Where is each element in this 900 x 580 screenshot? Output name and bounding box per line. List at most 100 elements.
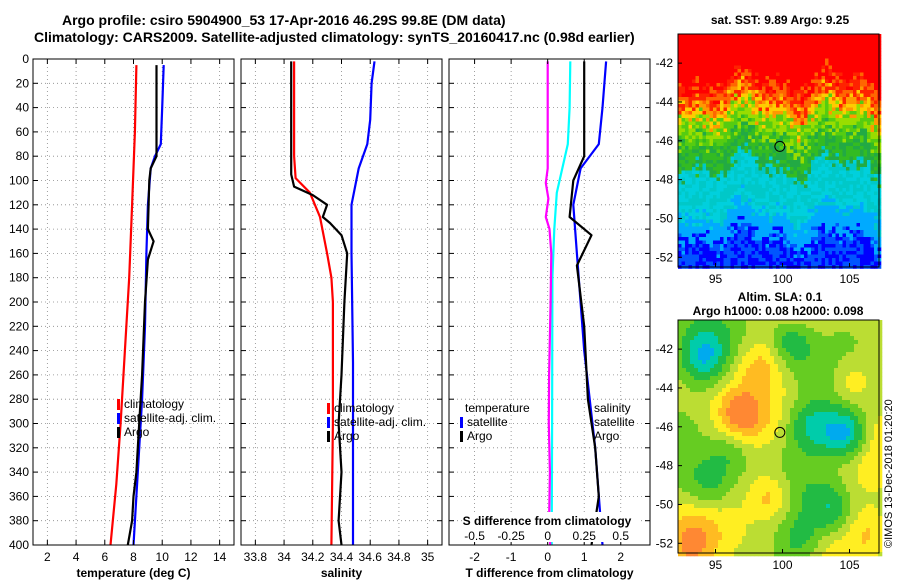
sla-cell xyxy=(786,372,791,377)
sst-cell xyxy=(758,76,763,80)
sst-cell xyxy=(832,58,836,63)
sst-cell xyxy=(779,41,784,45)
sst-cell xyxy=(713,132,717,136)
sla-cell xyxy=(794,336,799,341)
sst-cell xyxy=(821,212,826,217)
sla-cell xyxy=(710,324,715,329)
sst-cell xyxy=(846,205,850,210)
sst-cell xyxy=(839,58,843,63)
sla-cell xyxy=(866,356,871,361)
sst-cell xyxy=(863,65,868,70)
sst-cell xyxy=(692,188,696,192)
sst-cell xyxy=(751,79,756,84)
sst-cell xyxy=(860,142,864,147)
sst-cell xyxy=(688,209,693,213)
sst-cell xyxy=(811,132,815,136)
sst-cell xyxy=(793,188,798,192)
sst-cell xyxy=(776,163,780,168)
sst-cell xyxy=(797,125,801,129)
sst-cell xyxy=(716,184,721,189)
sst-cell xyxy=(842,160,847,164)
sst-cell xyxy=(713,125,717,129)
sst-cell xyxy=(727,128,731,133)
sst-cell xyxy=(867,240,871,245)
sst-cell xyxy=(786,72,791,77)
sst-cell xyxy=(748,121,752,126)
sst-cell xyxy=(713,251,717,255)
sla-cell xyxy=(762,340,767,345)
sst-cell xyxy=(678,58,682,63)
sst-cell xyxy=(821,65,826,70)
sla-cell xyxy=(850,368,855,373)
sst-cell xyxy=(702,156,707,161)
sst-cell xyxy=(748,258,752,262)
sst-cell xyxy=(713,191,717,196)
s-tick-label: 0.25 xyxy=(573,529,597,543)
sla-cell xyxy=(782,368,787,373)
sst-cell xyxy=(755,254,759,259)
sst-cell xyxy=(783,62,787,66)
sst-cell xyxy=(779,216,784,220)
sst-cell xyxy=(751,114,756,119)
sst-cell xyxy=(828,41,833,45)
sst-cell xyxy=(765,128,770,133)
sla-cell xyxy=(846,364,851,369)
map-lat-label: -50 xyxy=(656,211,674,225)
sst-cell xyxy=(681,90,686,94)
sst-cell xyxy=(741,240,745,245)
sst-cell xyxy=(783,188,787,192)
sst-cell xyxy=(853,104,857,108)
sst-cell xyxy=(723,237,728,241)
sla-cell xyxy=(682,356,687,361)
x-tick-label: 34.4 xyxy=(330,550,354,564)
sst-cell xyxy=(772,132,777,136)
sla-cell xyxy=(706,332,711,337)
sst-cell xyxy=(769,111,773,115)
sst-cell xyxy=(867,219,871,224)
sst-cell xyxy=(839,97,843,101)
sla-cell xyxy=(838,328,843,333)
sst-cell xyxy=(846,104,850,108)
argo-location-marker xyxy=(774,140,786,152)
sla-cell xyxy=(678,328,683,333)
sst-cell xyxy=(737,55,742,59)
sst-cell xyxy=(776,44,780,49)
x-tick-label: 14 xyxy=(213,550,227,564)
sst-cell xyxy=(678,132,682,136)
sst-cell xyxy=(825,142,829,147)
x-tick-label: 8 xyxy=(130,550,137,564)
sst-cell xyxy=(748,149,752,154)
sst-cell xyxy=(790,97,794,101)
sla-cell xyxy=(738,364,743,369)
sst-cell xyxy=(807,233,812,238)
sst-cell xyxy=(713,72,717,77)
sst-cell xyxy=(762,181,766,185)
sst-cell xyxy=(755,34,759,38)
sst-cell xyxy=(713,205,717,210)
sst-cell xyxy=(811,261,815,266)
sst-cell xyxy=(737,170,742,175)
sst-cell xyxy=(730,76,735,80)
sst-cell xyxy=(835,121,840,126)
sst-cell xyxy=(839,146,843,150)
sla-cell xyxy=(698,356,703,361)
sla-cell xyxy=(730,340,735,345)
sst-cell xyxy=(807,65,812,70)
sst-cell xyxy=(783,100,787,105)
sst-cell xyxy=(839,79,843,84)
sst-cell xyxy=(786,55,791,59)
sst-cell xyxy=(734,156,738,161)
sst-cell xyxy=(720,223,724,227)
sst-cell xyxy=(779,97,784,101)
sst-cell xyxy=(758,198,763,203)
sst-cell xyxy=(699,202,703,206)
sst-cell xyxy=(821,125,826,129)
sst-cell xyxy=(807,226,812,231)
sst-cell xyxy=(807,125,812,129)
sst-cell xyxy=(678,37,682,42)
sst-cell xyxy=(874,181,878,185)
sla-cell xyxy=(762,336,767,341)
sst-cell xyxy=(790,41,794,45)
sst-cell xyxy=(688,198,693,203)
sst-cell xyxy=(699,251,703,255)
